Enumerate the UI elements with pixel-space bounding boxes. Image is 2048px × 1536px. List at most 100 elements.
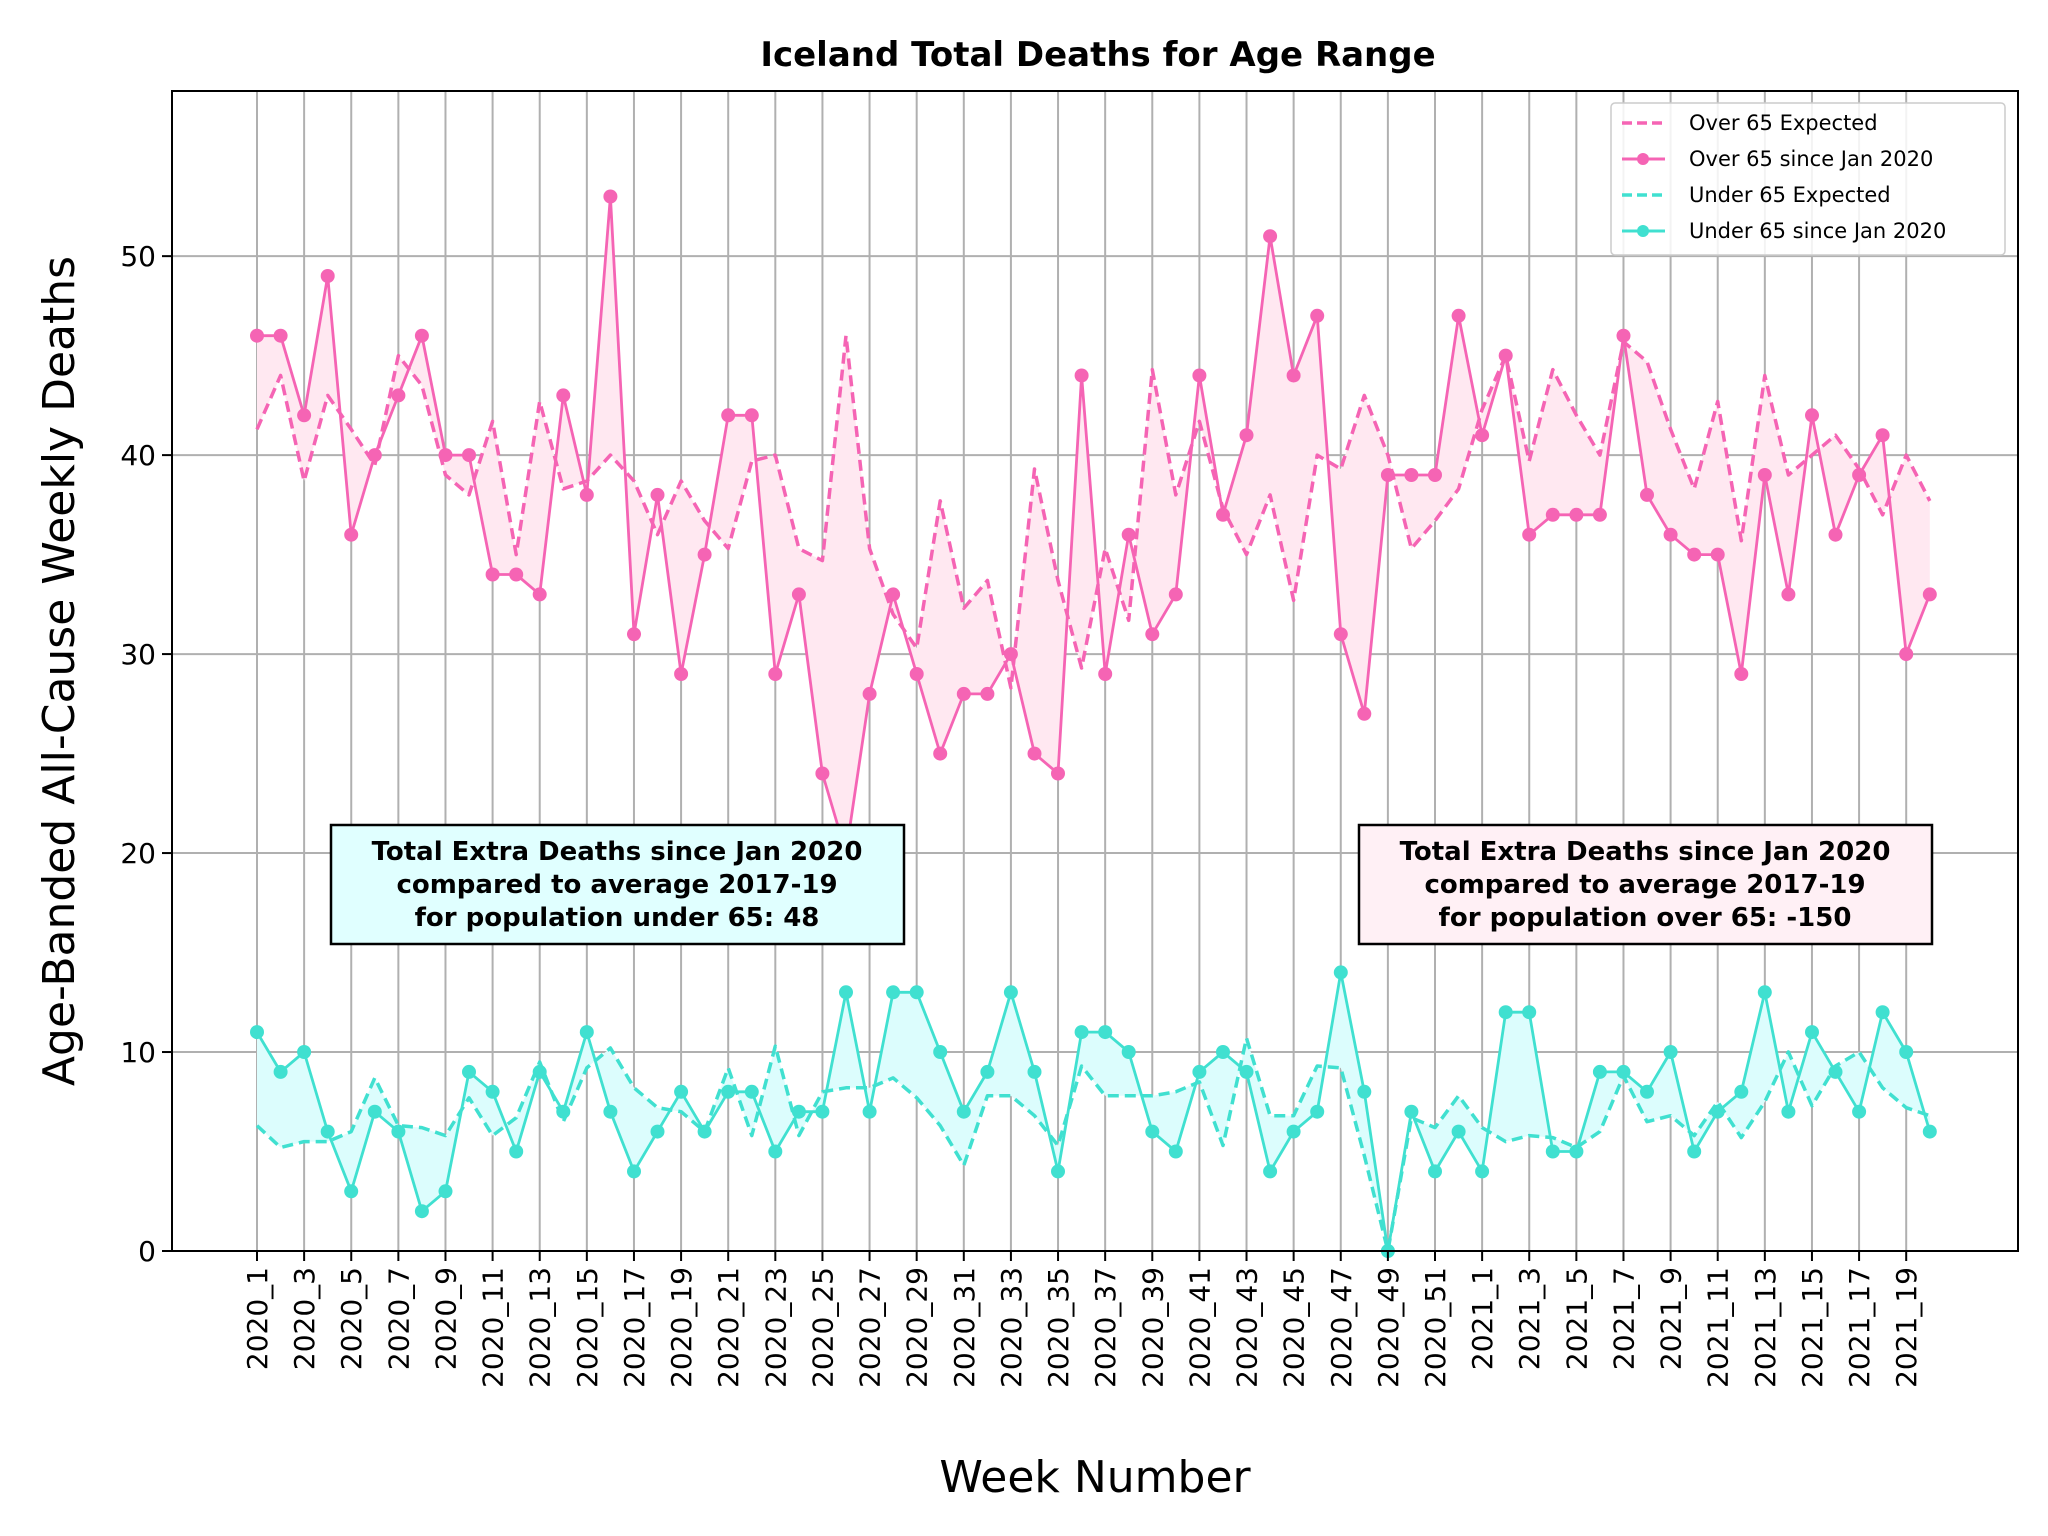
data-point-under-65-since-jan-2020 <box>1168 1144 1183 1159</box>
data-point-over-65-since-jan-2020 <box>721 408 736 423</box>
y-tick-label: 30 <box>120 638 156 671</box>
data-point-under-65-since-jan-2020 <box>768 1144 783 1159</box>
data-point-over-65-since-jan-2020 <box>462 448 476 463</box>
data-point-under-65-since-jan-2020 <box>1475 1164 1490 1179</box>
x-tick-label: 2020_43 <box>1231 1267 1264 1388</box>
data-point-under-65-since-jan-2020 <box>650 1124 665 1139</box>
data-point-over-65-since-jan-2020 <box>650 487 665 502</box>
data-point-under-65-since-jan-2020 <box>1734 1084 1749 1099</box>
data-point-under-65-since-jan-2020 <box>250 1025 264 1040</box>
annotation-under-65: Total Extra Deaths since Jan 2020 compar… <box>329 823 906 946</box>
data-point-under-65-since-jan-2020 <box>1428 1164 1442 1179</box>
legend-box <box>1610 102 2006 256</box>
x-tick-label: 2021_11 <box>1702 1267 1735 1388</box>
legend-label-under-65-actual: Under 65 since Jan 2020 <box>1689 219 1946 243</box>
legend: Over 65 Expected Over 65 since Jan 2020 … <box>1610 102 2006 256</box>
data-point-under-65-since-jan-2020 <box>1404 1104 1419 1119</box>
x-tick-label: 2020_41 <box>1183 1267 1216 1388</box>
data-point-under-65-since-jan-2020 <box>1098 1025 1113 1040</box>
x-tick-label: 2020_15 <box>571 1267 604 1388</box>
data-point-over-65-since-jan-2020 <box>1805 408 1819 423</box>
data-point-under-65-since-jan-2020 <box>1899 1045 1914 1059</box>
x-tick-label: 2020_49 <box>1372 1267 1405 1388</box>
x-tick-label: 2020_19 <box>665 1267 698 1388</box>
data-point-over-65-since-jan-2020 <box>1145 627 1160 642</box>
data-point-over-65-since-jan-2020 <box>367 448 382 463</box>
x-tick-label: 2021_3 <box>1513 1267 1546 1370</box>
legend-entry-over-65-actual: Over 65 since Jan 2020 <box>1622 147 1933 171</box>
y-tick-label: 20 <box>120 837 156 870</box>
data-point-over-65-since-jan-2020 <box>1922 587 1937 602</box>
data-point-under-65-since-jan-2020 <box>1616 1064 1631 1079</box>
data-point-over-65-since-jan-2020 <box>1522 527 1537 542</box>
data-point-over-65-since-jan-2020 <box>603 189 618 204</box>
data-point-under-65-since-jan-2020 <box>1663 1045 1678 1059</box>
data-point-under-65-since-jan-2020 <box>1263 1164 1278 1179</box>
data-point-over-65-since-jan-2020 <box>250 328 264 343</box>
legend-entry-under-65-expected: Under 65 Expected <box>1622 183 1891 207</box>
annotation-over-65-line-1: Total Extra Deaths since Jan 2020 <box>1400 837 1891 867</box>
x-tick-label: 2020_45 <box>1278 1267 1311 1388</box>
series-line-over-65-expected <box>255 333 1932 690</box>
chart-title: Iceland Total Deaths for Age Range <box>760 35 1435 75</box>
data-point-under-65-since-jan-2020 <box>1875 1005 1890 1020</box>
data-point-over-65-since-jan-2020 <box>509 567 524 582</box>
x-axis-label: Week Number <box>939 1452 1251 1503</box>
data-point-over-65-since-jan-2020 <box>1098 667 1113 681</box>
data-point-over-65-since-jan-2020 <box>438 448 453 463</box>
data-point-under-65-since-jan-2020 <box>579 1025 594 1040</box>
data-point-under-65-since-jan-2020 <box>1003 985 1018 1000</box>
data-point-under-65-since-jan-2020 <box>320 1124 335 1139</box>
x-tick-label: 2021_7 <box>1607 1267 1640 1370</box>
data-point-over-65-since-jan-2020 <box>815 766 830 781</box>
x-tick-label: 2020_33 <box>995 1267 1028 1388</box>
data-point-over-65-since-jan-2020 <box>1239 428 1254 443</box>
data-point-under-65-since-jan-2020 <box>1710 1104 1725 1119</box>
data-point-under-65-since-jan-2020 <box>1051 1164 1065 1179</box>
data-point-under-65-since-jan-2020 <box>1640 1084 1654 1099</box>
data-point-over-65-since-jan-2020 <box>297 408 312 423</box>
x-ticks: 2020_1 2020_3 2020_5 2020_7 2020_9 2020_11 202… <box>241 1251 1923 1388</box>
data-point-under-65-since-jan-2020 <box>980 1064 995 1079</box>
data-point-over-65-since-jan-2020 <box>1192 368 1207 383</box>
y-tick-label: 0 <box>138 1235 156 1268</box>
x-tick-label: 2020_5 <box>335 1267 368 1370</box>
x-tick-label: 2020_13 <box>524 1267 557 1388</box>
data-point-over-65-since-jan-2020 <box>344 527 359 542</box>
legend-marker-over-65-actual <box>1637 153 1649 165</box>
data-point-over-65-since-jan-2020 <box>1569 507 1584 522</box>
x-tick-label: 2021_5 <box>1560 1267 1593 1370</box>
data-point-over-65-since-jan-2020 <box>1498 348 1513 363</box>
data-point-under-65-since-jan-2020 <box>1451 1124 1466 1139</box>
data-point-under-65-since-jan-2020 <box>485 1084 500 1099</box>
data-point-over-65-since-jan-2020 <box>674 667 689 681</box>
x-tick-label: 2020_37 <box>1089 1267 1122 1388</box>
annotation-under-65-line-3: for population under 65: 48 <box>415 903 820 933</box>
annotation-over-65: Total Extra Deaths since Jan 2020 compar… <box>1357 823 1934 946</box>
data-point-over-65-since-jan-2020 <box>1475 428 1490 443</box>
x-tick-label: 2021_13 <box>1749 1267 1782 1388</box>
data-point-over-65-since-jan-2020 <box>956 686 971 701</box>
annotation-over-65-line-3: for population over 65: -150 <box>1439 903 1852 933</box>
x-tick-label: 2021_17 <box>1843 1267 1876 1388</box>
data-point-over-65-since-jan-2020 <box>1592 507 1607 522</box>
legend-label-over-65-expected: Over 65 Expected <box>1689 111 1878 135</box>
x-tick-label: 2020_11 <box>477 1267 510 1388</box>
data-point-over-65-since-jan-2020 <box>1640 487 1654 502</box>
data-point-over-65-since-jan-2020 <box>1357 706 1372 721</box>
data-point-under-65-since-jan-2020 <box>1286 1124 1301 1139</box>
data-point-under-65-since-jan-2020 <box>438 1184 453 1199</box>
data-point-under-65-since-jan-2020 <box>697 1124 712 1139</box>
data-point-under-65-since-jan-2020 <box>1192 1064 1207 1079</box>
data-point-over-65-since-jan-2020 <box>579 487 594 502</box>
data-point-under-65-since-jan-2020 <box>1216 1045 1230 1059</box>
data-point-under-65-since-jan-2020 <box>1522 1005 1537 1020</box>
data-point-over-65-since-jan-2020 <box>1852 468 1867 482</box>
x-tick-label: 2020_47 <box>1325 1267 1358 1388</box>
data-point-under-65-since-jan-2020 <box>815 1104 830 1119</box>
data-point-over-65-since-jan-2020 <box>1734 667 1749 681</box>
annotation-under-65-line-1: Total Extra Deaths since Jan 2020 <box>372 837 863 867</box>
x-tick-label: 2020_39 <box>1136 1267 1169 1388</box>
legend-marker-under-65-actual <box>1637 225 1649 237</box>
y-axis-label: Age-Banded All-Cause Weekly Deaths <box>34 256 85 1086</box>
